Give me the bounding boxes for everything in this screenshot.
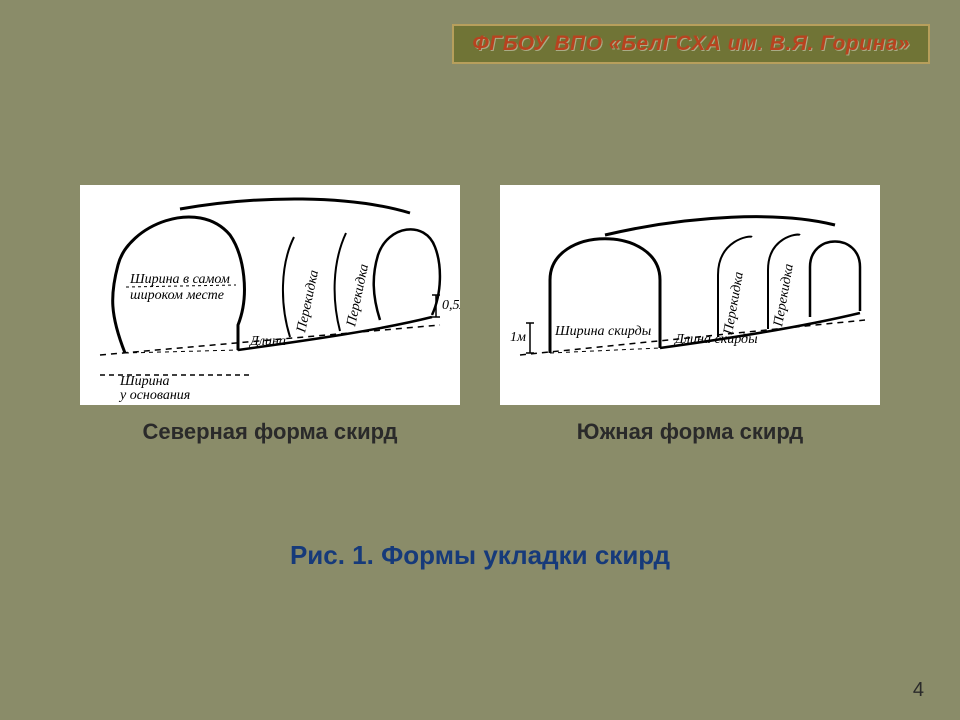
label-length-right: Длина скирды [673,332,758,347]
label-height-marker-right: 1м [510,330,526,345]
figure-right: 1м Ширина скирды Длина скирды Перекидка … [500,185,880,445]
main-caption: Рис. 1. Формы укладки скирд [0,540,960,571]
main-caption-text: Рис. 1. Формы укладки скирд [290,540,670,570]
caption-left: Северная форма скирд [142,419,397,445]
page-number: 4 [913,679,924,702]
label-cross1-left: Перекидка [294,269,322,335]
label-width-widest-1: Ширина в самом [129,272,230,287]
label-cross2-right: Перекидка [771,263,797,329]
panel-right: 1м Ширина скирды Длина скирды Перекидка … [500,185,880,405]
label-width-base-1: Ширина [119,374,170,389]
figure-left: 0,5м Ширина в самом широком месте Длина … [80,185,460,445]
label-width-base-2: у основания [118,388,190,403]
label-width-widest-2: широком месте [130,288,224,303]
label-width-right: Ширина скирды [554,324,651,339]
label-height-marker-left: 0,5м [442,298,460,313]
label-cross1-right: Перекидка [721,271,747,337]
banner-text: ФГБОУ ВПО «БелГСХА им. В.Я. Горина» [472,32,910,55]
slide: ФГБОУ ВПО «БелГСХА им. В.Я. Горина» [0,0,960,720]
label-cross2-left: Перекидка [344,263,372,329]
diagram-northern: 0,5м Ширина в самом широком месте Длина … [80,185,460,405]
panel-left: 0,5м Ширина в самом широком месте Длина … [80,185,460,405]
header-banner: ФГБОУ ВПО «БелГСХА им. В.Я. Горина» [452,24,930,64]
caption-right: Южная форма скирд [577,419,804,445]
figures-row: 0,5м Ширина в самом широком месте Длина … [0,185,960,445]
diagram-southern: 1м Ширина скирды Длина скирды Перекидка … [500,185,880,405]
label-length-left: Длина [248,334,286,349]
